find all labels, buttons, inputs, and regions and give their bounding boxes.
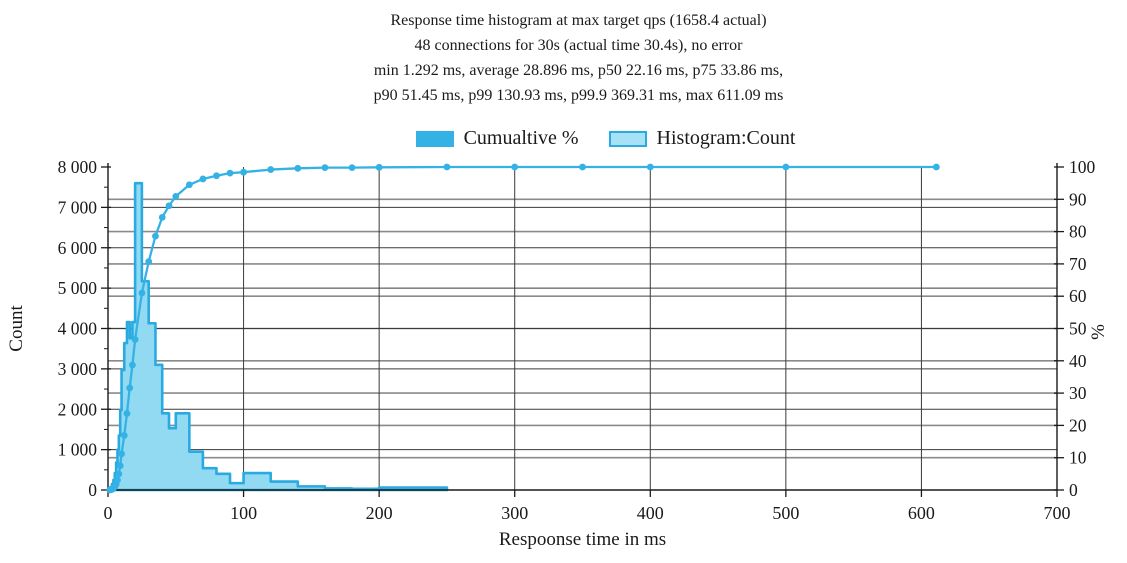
y-left-tick-label: 5 000 (58, 278, 98, 298)
y-left-tick-label: 2 000 (58, 399, 98, 419)
cumulative-point-marker (115, 470, 123, 478)
x-axis-label: Respoonse time in ms (499, 529, 666, 550)
y-left-tick-label: 8 000 (58, 157, 98, 177)
legend-label-histogram: Histogram:Count (656, 127, 796, 149)
cumulative-line-swatch-icon (415, 130, 454, 147)
cumulative-point-marker (114, 476, 121, 484)
cumulative-point-marker (131, 336, 139, 343)
cumulative-point-marker (118, 450, 125, 458)
y-right-tick-label: 80 (1069, 222, 1087, 242)
cumulative-point-marker (646, 163, 654, 171)
cumulative-point-marker (782, 163, 790, 171)
y-axis-left-label: Count (6, 305, 27, 352)
cumulative-point-marker (123, 410, 131, 417)
cumulative-point-marker (375, 163, 383, 171)
y-left-tick-label: 0 (88, 480, 97, 500)
cumulative-point-marker (129, 361, 136, 369)
cumulative-point-marker (213, 172, 220, 180)
cumulative-point-marker (511, 163, 519, 171)
y-left-tick-label: 3 000 (58, 359, 98, 379)
cumulative-point-marker (294, 164, 302, 172)
y-right-tick-label: 20 (1069, 415, 1087, 435)
cumulative-point-marker (932, 163, 940, 171)
x-tick-label: 700 (1044, 503, 1071, 523)
y-right-tick-label: 60 (1069, 286, 1087, 306)
cumulative-point-marker (138, 289, 146, 297)
x-tick-label: 600 (908, 503, 935, 523)
cumulative-point-marker (226, 169, 234, 177)
y-left-tick-label: 1 000 (58, 440, 98, 460)
cumulative-point-marker (165, 202, 173, 210)
cumulative-point-marker (321, 164, 329, 172)
x-tick-label: 100 (230, 503, 257, 523)
y-right-tick-label: 50 (1069, 319, 1087, 339)
cumulative-point-marker (185, 181, 193, 189)
legend-item-cumulative: Cumualtive % (415, 127, 579, 150)
cumulative-point-marker (152, 232, 159, 240)
legend-item-histogram: Histogram:Count (608, 127, 796, 150)
cumulative-point-marker (348, 164, 356, 172)
x-tick-label: 400 (637, 503, 664, 523)
y-right-tick-label: 0 (1069, 480, 1078, 500)
y-left-tick-label: 7 000 (58, 197, 98, 217)
cumulative-point-marker (199, 175, 207, 183)
chart-title-line-3: min 1.292 ms, average 28.896 ms, p50 22.… (373, 62, 784, 79)
cumulative-point-marker (172, 192, 180, 200)
cumulative-point-marker (126, 384, 134, 392)
x-tick-label: 200 (366, 503, 393, 523)
chart-title-block: Response time histogram at max target qp… (30, 8, 1127, 108)
y-right-tick-label: 30 (1069, 383, 1087, 403)
chart-title-line-1: Response time histogram at max target qp… (390, 12, 767, 29)
y-axis-right-label: % (1088, 324, 1109, 340)
chart-legend: Cumualtive % Histogram:Count (42, 127, 1127, 150)
legend-label-cumulative: Cumualtive % (463, 127, 579, 149)
x-tick-label: 500 (772, 503, 799, 523)
y-left-tick-label: 4 000 (58, 319, 98, 339)
cumulative-point-marker (267, 166, 275, 173)
y-right-tick-label: 90 (1069, 189, 1087, 209)
x-tick-label: 0 (104, 503, 113, 523)
cumulative-point-marker (579, 163, 586, 171)
cumulative-point-marker (120, 432, 128, 439)
cumulative-point-marker (116, 462, 124, 470)
cumulative-point-marker (158, 213, 166, 221)
cumulative-point-marker (240, 168, 247, 176)
cumulative-point-marker (145, 258, 153, 266)
y-right-tick-label: 100 (1069, 157, 1096, 177)
y-right-tick-label: 40 (1069, 351, 1087, 371)
chart-title-line-4: p90 51.45 ms, p99 130.93 ms, p99.9 369.3… (373, 87, 784, 104)
y-right-tick-label: 70 (1069, 254, 1087, 274)
histogram-count-series (108, 181, 449, 492)
y-right-tick-label: 10 (1069, 448, 1087, 468)
y-left-tick-label: 6 000 (58, 238, 98, 258)
chart-title-line-2: 48 connections for 30s (actual time 30.4… (414, 37, 743, 54)
x-tick-label: 300 (501, 503, 528, 523)
histogram-swatch-icon (608, 130, 647, 147)
cumulative-point-marker (443, 163, 451, 171)
